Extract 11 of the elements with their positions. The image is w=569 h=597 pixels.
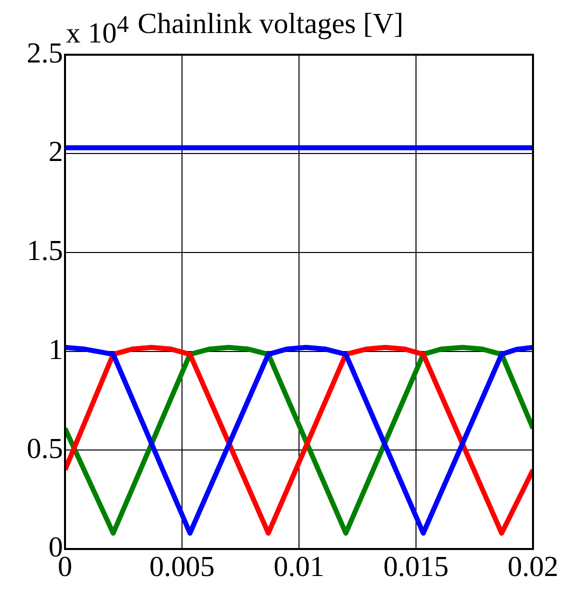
x-tick-label: 0.005 xyxy=(149,551,215,584)
text: x 10$^{4}$ xyxy=(66,10,129,50)
chart-title: Chainlink voltages [V] xyxy=(138,8,404,40)
x-tick-label: 0.015 xyxy=(383,551,449,584)
y-tick-label: 2 xyxy=(48,136,63,168)
y-tick-label: 1 xyxy=(48,334,63,366)
y-tick-label: 2.5 xyxy=(26,37,63,70)
x-tick-label: 0.02 xyxy=(508,551,558,584)
y-tick-label: 0.5 xyxy=(26,432,63,465)
y-tick-label: 1.5 xyxy=(26,235,63,268)
x-tick-label: 0.01 xyxy=(274,551,324,584)
